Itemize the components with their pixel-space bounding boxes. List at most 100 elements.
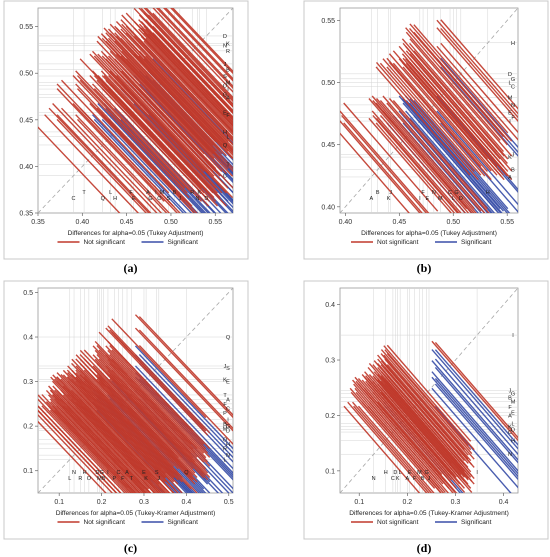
comparison-segment-I-M	[103, 27, 221, 151]
treatment-code-x: I	[476, 470, 478, 476]
comparison-segment-I-M	[388, 61, 492, 181]
treatment-code-y: C	[511, 84, 515, 90]
comparison-segment-A-Q	[134, 345, 233, 450]
comparison-segment-N-K	[352, 401, 433, 493]
treatment-code-y: I	[227, 87, 229, 93]
comparison-segment-E-C	[402, 57, 498, 167]
plot-content	[340, 288, 518, 493]
comparison-segment-A-J	[343, 122, 423, 213]
treatment-code-y: D	[508, 72, 512, 78]
y-tick-label: 0.40	[19, 164, 33, 171]
comparison-segment-P-C	[71, 362, 167, 463]
comparison-segment-R-M	[48, 394, 143, 493]
comparison-segment-L-M	[103, 75, 221, 199]
comparison-segment-A-B	[377, 362, 469, 468]
comparison-segment-H-M	[107, 75, 217, 189]
treatment-code-y: A	[508, 175, 512, 181]
comparison-segment-T-Q	[138, 345, 233, 445]
comparison-segment-G-I	[56, 372, 160, 481]
y-tick-label: 0.2	[325, 413, 335, 420]
comparison-segment-O-M	[48, 385, 151, 493]
treatment-code-x: M	[417, 470, 422, 476]
treatment-code-y: E	[508, 110, 512, 116]
treatment-code-x: G	[148, 196, 152, 202]
treatment-code-x: K	[197, 190, 201, 196]
legend-label-not-significant: Not significant	[377, 519, 419, 526]
comparison-segment-A-I	[434, 366, 518, 464]
comparison-segment-B-J	[340, 110, 430, 213]
comparison-segment-J-R	[138, 8, 233, 108]
comparison-segment-M-D	[409, 38, 513, 157]
comparison-segment-J-D	[413, 100, 509, 210]
comparison-segment-O-R	[138, 28, 233, 130]
y-tick-label: 0.55	[321, 18, 335, 25]
comparison-segment-B-E	[96, 374, 192, 474]
comparison-segment-R-D	[49, 398, 141, 493]
comparison-segment-E-B	[380, 364, 465, 462]
treatment-code-y: B	[226, 68, 230, 74]
comparison-segment-A-N	[143, 40, 233, 136]
treatment-code-y: I	[512, 333, 514, 339]
comparison-segment-I-C	[67, 365, 170, 474]
comparison-segment-C-F	[75, 358, 171, 459]
treatment-code-y: G	[226, 424, 230, 430]
panel-caption-letter: b	[421, 261, 428, 275]
treatment-code-y: T	[226, 163, 230, 169]
treatment-code-x: D	[459, 196, 463, 202]
treatment-code-x: B	[102, 476, 106, 482]
panel-caption-letter: c	[128, 541, 134, 555]
comparison-segment-K-A	[361, 374, 454, 480]
comparison-segment-E-D	[409, 53, 513, 172]
treatment-code-x: G	[454, 190, 458, 196]
treatment-code-x: N	[196, 196, 200, 202]
treatment-code-x: G	[99, 470, 103, 476]
y-tick-label: 0.1	[325, 468, 335, 475]
x-tick-label: 0.45	[120, 219, 134, 226]
treatment-code-y: D	[511, 427, 515, 433]
comparison-segment-L-R	[38, 413, 114, 493]
treatment-code-x: H	[384, 470, 388, 476]
comparison-segment-E-O	[100, 50, 219, 174]
x-tick-label: 0.2	[402, 499, 412, 506]
treatment-code-x: M	[97, 476, 102, 482]
comparison-segment-O-B	[52, 385, 156, 493]
chart-panel-a: CCTTQQLLHHFFEEAAGGIIOOMMSSBBJJRRNNKKDD0.…	[3, 0, 249, 275]
treatment-code-x: S	[155, 470, 159, 476]
y-tick-label: 0.45	[19, 117, 33, 124]
x-tick-label: 0.50	[446, 219, 460, 226]
comparison-segment-M-P	[62, 374, 166, 483]
legend-label-significant: Significant	[168, 239, 199, 246]
y-tick-label: 0.35	[19, 211, 33, 218]
treatment-code-x: M	[438, 196, 443, 202]
comparison-segment-T-E	[96, 345, 192, 445]
treatment-code-y: J	[509, 389, 512, 395]
comparison-segment-H-F	[76, 75, 186, 189]
treatment-code-y: J	[512, 153, 515, 159]
comparison-segment-M-B	[115, 21, 233, 145]
comparison-segment-C-G	[91, 114, 187, 213]
comparison-segment-L-H	[440, 27, 518, 119]
comparison-segment-B-K	[341, 114, 428, 213]
comparison-segment-D-L	[354, 376, 446, 482]
comparison-segment-F-B	[377, 354, 469, 460]
treatment-code-y: M	[226, 81, 231, 87]
treatment-code-x: L	[452, 196, 455, 202]
comparison-segment-F-A	[79, 353, 175, 454]
comparison-segment-B-F	[371, 110, 462, 213]
diagonal-line	[340, 8, 518, 213]
comparison-segment-L-N	[38, 420, 107, 493]
comparison-segment-A-D	[409, 117, 494, 213]
y-tick-label: 0.55	[19, 24, 33, 31]
comparison-segment-I-F	[375, 66, 471, 176]
comparison-segment-K-M	[388, 98, 490, 213]
x-tick-label: 0.55	[500, 219, 514, 226]
comparison-segment-C-H	[56, 114, 152, 213]
comparison-segment-L-G	[409, 27, 505, 138]
treatment-code-y: D	[226, 429, 230, 435]
comparison-segment-L-D	[409, 23, 513, 142]
comparison-segment-M-G	[54, 378, 150, 479]
comparison-segment-E-I	[431, 360, 518, 461]
treatment-code-x: Q	[184, 470, 189, 476]
comparison-segment-C-L	[405, 31, 501, 141]
